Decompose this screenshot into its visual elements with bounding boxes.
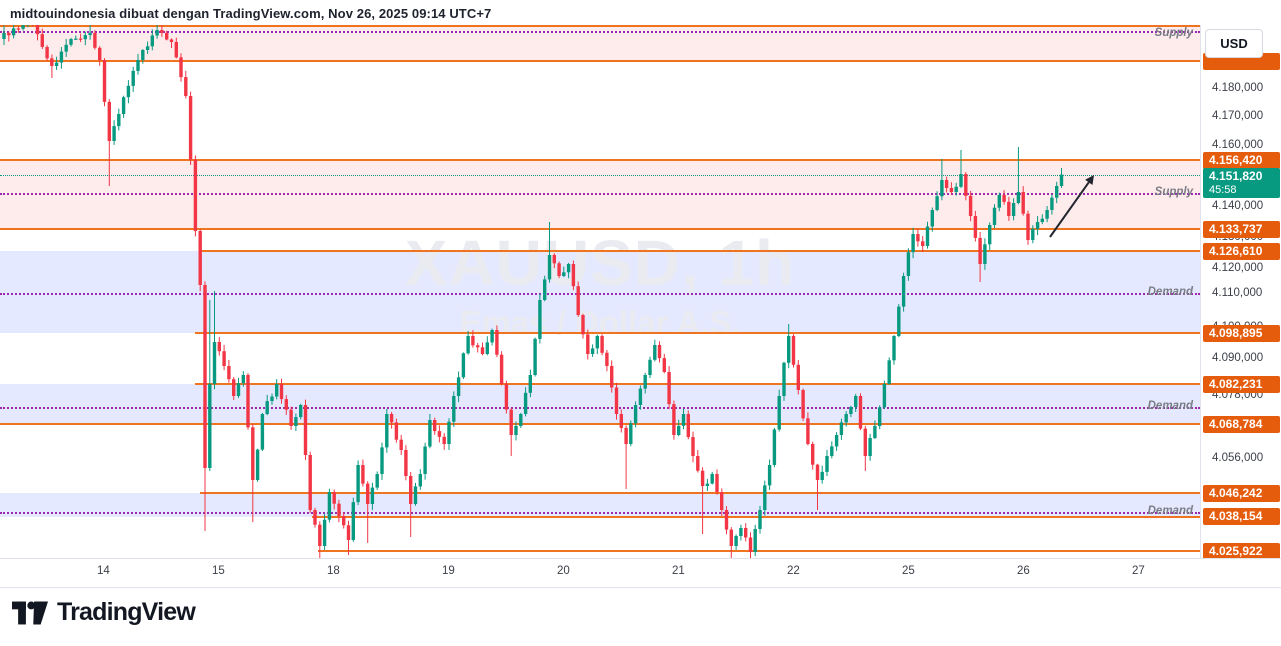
level-price-label: 4.082,231 — [1203, 375, 1280, 393]
date-tick: 26 — [1017, 565, 1030, 577]
level-line[interactable] — [195, 383, 1200, 385]
last-price-value: 4.151,820 — [1209, 169, 1263, 183]
price-tick: 4.090,000 — [1212, 352, 1264, 364]
demand-zone-label: Demand — [1147, 286, 1193, 298]
level-line[interactable] — [318, 550, 1200, 552]
level-price-label: 4.126,610 — [1203, 242, 1280, 260]
level-price-label: 4.156,420 — [1203, 151, 1280, 169]
demand-zone-label: Demand — [1147, 400, 1193, 412]
price-tick: 4.056,000 — [1212, 452, 1264, 464]
date-tick: 15 — [212, 565, 225, 577]
date-tick: 25 — [902, 565, 915, 577]
level-price-label: 4.068,784 — [1203, 415, 1280, 433]
bar-countdown: 45:58 — [1209, 184, 1237, 196]
level-line[interactable] — [0, 228, 1200, 230]
tradingview-logo[interactable]: TradingView — [12, 598, 196, 627]
candlestick-series — [2, 25, 1094, 558]
price-tick: 4.180,000 — [1212, 82, 1264, 94]
price-tick: 4.120,000 — [1212, 262, 1264, 274]
level-line[interactable] — [200, 492, 1200, 494]
price-tick: 4.160,000 — [1212, 139, 1264, 151]
demand-zone-midline — [0, 512, 1200, 514]
date-tick: 19 — [442, 565, 455, 577]
date-tick: 22 — [787, 565, 800, 577]
level-line[interactable] — [195, 332, 1200, 334]
level-price-label: 4.025,922 — [1203, 542, 1280, 560]
level-price-label: 4.038,154 — [1203, 507, 1280, 525]
level-price-label: 4.133,737 — [1203, 220, 1280, 238]
demand-zone-midline — [0, 407, 1200, 409]
level-line[interactable] — [0, 423, 1200, 425]
date-tick: 14 — [97, 565, 110, 577]
level-line[interactable] — [0, 25, 1200, 27]
date-tick: 20 — [557, 565, 570, 577]
tradingview-logo-text: TradingView — [57, 598, 196, 626]
tradingview-logo-mark — [12, 601, 48, 624]
price-tick: 4.170,000 — [1212, 110, 1264, 122]
supply-zone-midline — [0, 31, 1200, 33]
demand-zone-label: Demand — [1147, 505, 1193, 517]
demand-zone[interactable] — [0, 384, 1200, 424]
date-tick: 21 — [672, 565, 685, 577]
date-tick: 27 — [1132, 565, 1145, 577]
supply-zone-label: Supply — [1154, 186, 1193, 198]
level-line[interactable] — [0, 60, 1200, 62]
current-price-line — [0, 174, 1200, 176]
level-line[interactable] — [0, 159, 1200, 161]
level-line[interactable] — [200, 250, 1200, 252]
chart-canvas[interactable]: XAUUSD, 1h Emas / Dollar A.S. Supply Supp… — [0, 25, 1200, 558]
trend-arrow[interactable] — [1049, 175, 1094, 238]
level-price-label: 4.098,895 — [1203, 324, 1280, 342]
currency-button[interactable]: USD — [1205, 29, 1263, 58]
price-tick: 4.110,000 — [1212, 287, 1263, 299]
time-axis[interactable]: 14 15 18 19 20 21 22 25 26 27 — [0, 558, 1281, 588]
last-price-label: 4.151,820 45:58 — [1203, 168, 1280, 198]
price-axis[interactable]: 4.180,000 4.170,000 4.160,000 4.140,000 4.13… — [1200, 25, 1281, 586]
supply-zone-label: Supply — [1154, 27, 1193, 39]
price-tick: 4.140,000 — [1212, 200, 1264, 212]
level-line[interactable] — [312, 516, 1200, 518]
chart-attribution: midtouindonesia dibuat dengan TradingVie… — [10, 6, 492, 21]
supply-zone-midline — [0, 193, 1200, 195]
demand-zone-midline — [0, 293, 1200, 295]
date-tick: 18 — [327, 565, 340, 577]
level-price-label: 4.046,242 — [1203, 484, 1280, 502]
